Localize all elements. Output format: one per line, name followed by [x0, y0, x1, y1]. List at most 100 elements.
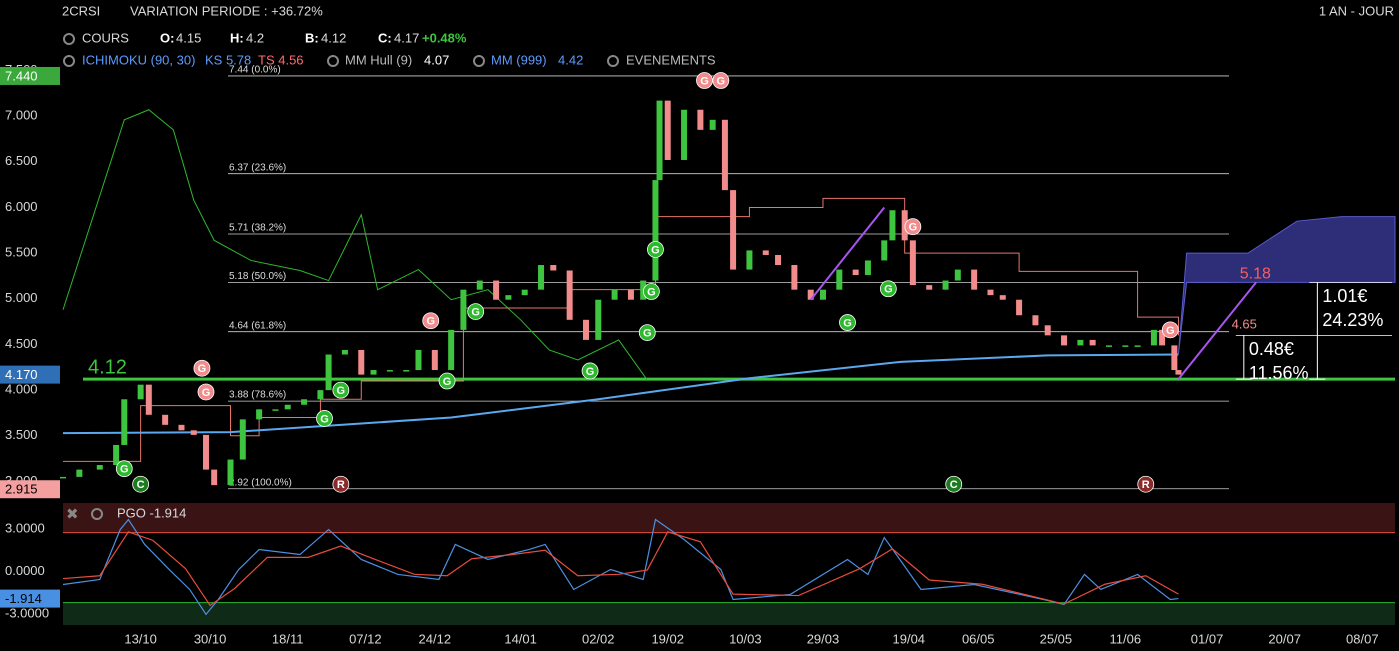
fib-label: 2.92 (100.0%) — [229, 477, 292, 488]
candle — [476, 280, 483, 290]
candle — [942, 280, 949, 290]
signal-label: R — [337, 479, 345, 491]
legend-ohlc-value: 4.2 — [246, 30, 264, 45]
legend-ks: KS 5.78 — [205, 52, 251, 67]
gear-icon[interactable] — [327, 55, 339, 67]
signal-label: G — [884, 284, 893, 296]
candle — [1105, 345, 1112, 347]
candle — [415, 349, 422, 371]
y-tick-label: 4.000 — [5, 382, 38, 397]
candle — [1016, 299, 1023, 316]
candle — [721, 119, 728, 191]
x-tick-label: 24/12 — [419, 631, 452, 646]
gear-icon[interactable] — [63, 55, 75, 67]
signal-label: G — [426, 316, 435, 328]
candle — [239, 419, 246, 460]
gear-icon[interactable] — [607, 55, 619, 67]
legend-ohlc-label: B: — [305, 30, 319, 45]
price-badge — [0, 480, 60, 499]
x-tick-label: 18/11 — [272, 631, 304, 646]
candle — [301, 399, 308, 405]
variation: VARIATION PERIODE : +36.72% — [130, 3, 323, 18]
candle — [889, 210, 896, 241]
x-tick-label: 25/05 — [1040, 631, 1073, 646]
signal-label: C — [950, 479, 958, 491]
legend-ohlc-value: 4.15 — [176, 30, 201, 45]
candle — [1089, 339, 1096, 346]
legend-ts: TS 4.56 — [258, 52, 304, 67]
x-tick-label: 29/03 — [807, 631, 840, 646]
signal-marker — [332, 381, 350, 399]
candle — [1134, 345, 1141, 347]
price-badge-label: 4.170 — [5, 367, 38, 382]
candle — [864, 260, 871, 276]
candle — [1171, 345, 1178, 371]
x-tick-label: 02/02 — [582, 631, 615, 646]
candle — [521, 289, 528, 296]
x-tick-label: 19/02 — [651, 631, 684, 646]
trend-line — [1177, 281, 1257, 380]
legend-change: +0.48% — [422, 30, 467, 45]
candle — [96, 465, 103, 470]
x-tick-label: 06/05 — [962, 631, 995, 646]
signal-label: G — [1166, 325, 1175, 337]
signal-label: G — [337, 385, 346, 397]
candle — [971, 269, 978, 290]
candle — [256, 409, 263, 420]
candle — [681, 109, 688, 160]
signal-marker — [467, 303, 485, 320]
candle — [791, 265, 798, 290]
indicator-line — [62, 353, 1179, 435]
signal-marker — [316, 410, 333, 427]
price-badge — [0, 66, 60, 85]
signal-label: G — [120, 464, 129, 476]
legend-row-2: ICHIMOKU (90, 30) KS 5.78 TS 4.56 MM Hul… — [63, 52, 716, 67]
candle — [137, 384, 144, 400]
period[interactable]: 1 AN - JOUR — [1319, 3, 1394, 18]
x-tick-label: 13/10 — [124, 631, 157, 646]
fib-label: 6.37 (23.6%) — [229, 162, 286, 173]
candle — [1175, 370, 1182, 375]
gear-icon[interactable] — [91, 508, 103, 520]
annotation: 5.18 — [1240, 265, 1271, 282]
legend-row-1: COURS +0.48% — [63, 30, 467, 45]
signal-marker — [581, 362, 599, 380]
candle — [272, 409, 279, 411]
legend-mm: MM (999) — [491, 52, 547, 67]
x-tick-label: 07/12 — [349, 631, 382, 646]
candle — [595, 299, 602, 340]
signal-marker — [839, 314, 856, 331]
x-tick-label: 10/03 — [729, 631, 762, 646]
signal-marker — [712, 72, 730, 89]
candle — [162, 414, 169, 425]
y-tick-label: 6.500 — [5, 153, 38, 168]
trend-line — [809, 206, 886, 301]
measure-label: 11.56% — [1249, 363, 1309, 383]
candle — [909, 240, 916, 286]
fib-label: 7.44 (0.0%) — [229, 65, 281, 76]
overbought-zone — [63, 503, 1395, 533]
candle — [190, 430, 197, 435]
fib-label: 5.71 (38.2%) — [229, 223, 286, 234]
annotation: 4.65 — [1232, 317, 1257, 332]
candle — [627, 289, 634, 300]
gear-icon[interactable] — [473, 55, 485, 67]
x-tick-label: 11/06 — [1110, 631, 1142, 646]
legend-mm-value: 4.42 — [558, 52, 583, 67]
oversold-zone — [63, 602, 1395, 625]
signal-label: G — [651, 244, 660, 256]
signal-marker — [132, 475, 150, 493]
candle — [775, 254, 782, 266]
candle — [664, 100, 671, 160]
candle — [819, 289, 826, 300]
candle — [836, 269, 843, 290]
gear-icon[interactable] — [63, 33, 75, 45]
legend-hull: MM Hull (9) — [345, 52, 412, 67]
close-icon[interactable]: ✖ — [66, 506, 79, 523]
signal-marker — [197, 383, 215, 401]
signal-marker — [115, 460, 133, 478]
signal-label: G — [586, 366, 595, 378]
candle — [538, 265, 545, 290]
signal-label: G — [202, 387, 211, 399]
